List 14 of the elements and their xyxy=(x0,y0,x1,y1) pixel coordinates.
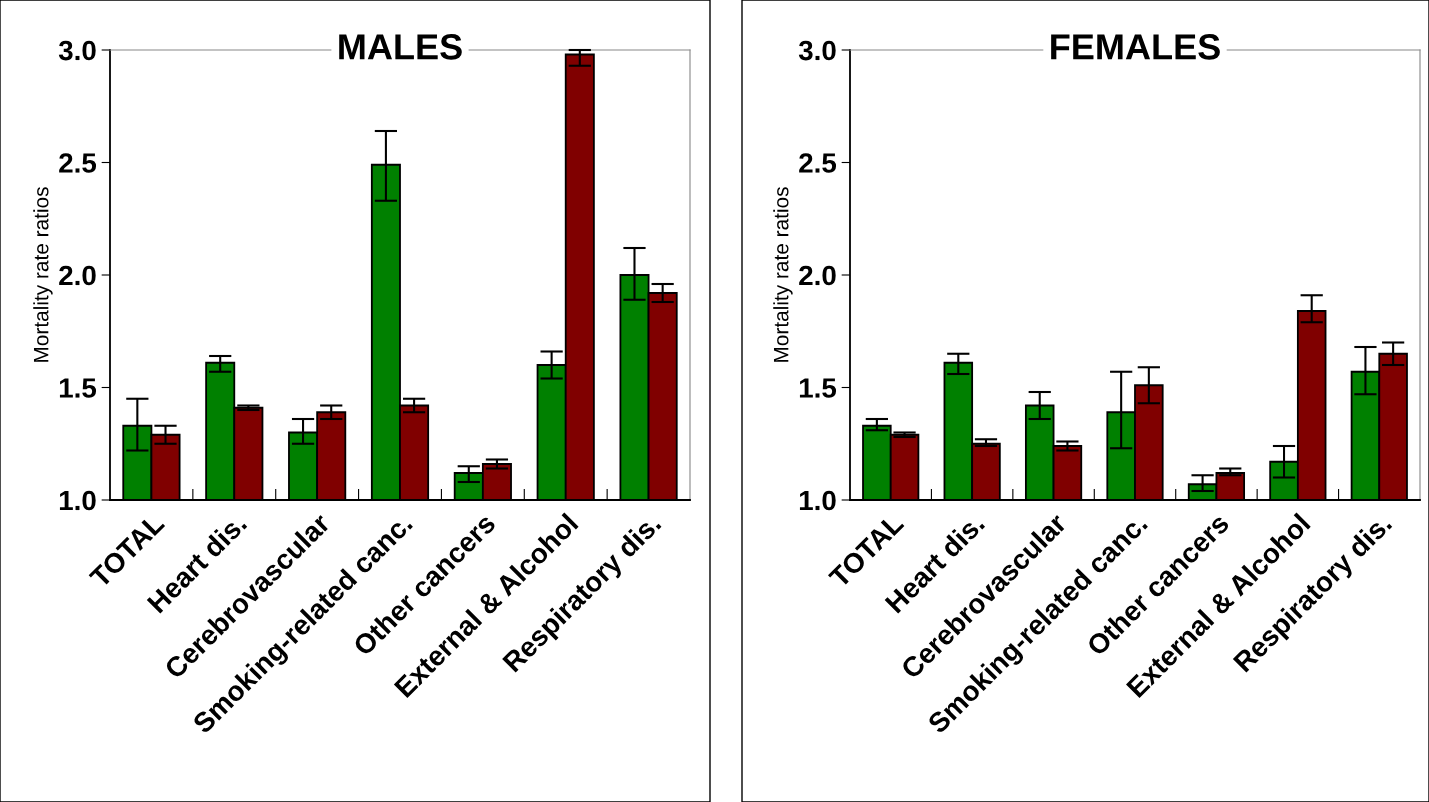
y-tick-label: 2.0 xyxy=(59,265,96,286)
y-tick-label: 1.5 xyxy=(59,378,97,398)
y-tick-label: 3.0 xyxy=(798,40,836,61)
y-axis-title: Mortality rate ratios xyxy=(33,187,53,362)
y-tick-label: 2.5 xyxy=(59,153,97,173)
y-tick-label: 1.0 xyxy=(799,490,836,511)
y-tick-label: 2.0 xyxy=(799,265,836,286)
y-tick-label: 1.5 xyxy=(799,378,837,398)
y-axis-title: Mortality rate ratios xyxy=(773,187,793,362)
y-tick-label: 3.0 xyxy=(58,40,96,61)
chart-title: FEMALES xyxy=(1051,34,1220,60)
chart-title: MALES xyxy=(339,34,462,60)
y-tick-label: 1.0 xyxy=(59,490,96,511)
y-tick-label: 2.5 xyxy=(799,153,837,173)
